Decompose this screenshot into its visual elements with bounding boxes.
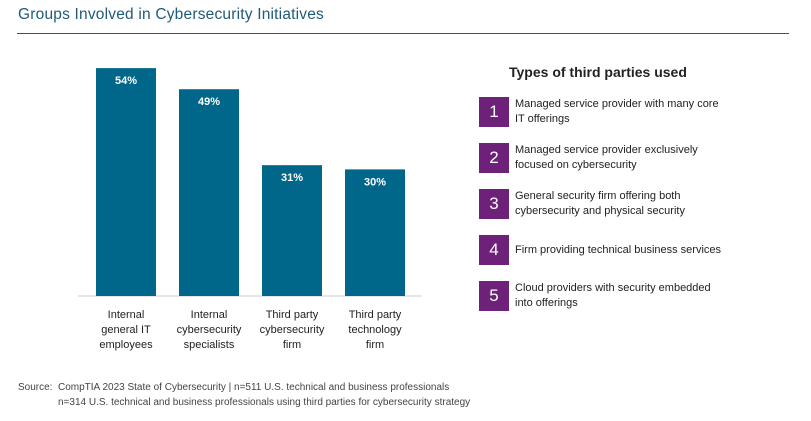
- source-label: Source:: [18, 382, 53, 393]
- legend-text: Firm providing technical business servic…: [515, 243, 722, 256]
- x-tick-label-line: firm: [365, 339, 385, 351]
- x-tick-label-line: general IT: [101, 324, 151, 336]
- data-label: 30%: [364, 176, 386, 188]
- legend-number: 2: [479, 143, 509, 173]
- x-tick-label-line: Internal: [107, 309, 145, 321]
- source-line-2: n=314 U.S. technical and business profes…: [58, 397, 471, 408]
- title-divider: [17, 33, 789, 34]
- legend-text: Managed service provider with many core …: [515, 98, 719, 125]
- legend-text: General security firm offering both cybe…: [515, 190, 685, 217]
- x-tick-label-line: firm: [282, 339, 302, 351]
- x-tick-label-line: technology: [348, 324, 402, 336]
- legend-title: Types of third parties used: [509, 64, 687, 80]
- x-tick-label: Third party technology firm: [330, 308, 420, 353]
- bar: [345, 169, 405, 296]
- x-tick-label: Third party cybersecurity firm: [247, 308, 337, 353]
- data-label: 54%: [115, 75, 137, 87]
- legend-item: 2 Managed service provider exclusively fo…: [479, 143, 725, 173]
- x-tick-label: Internal cybersecurity specialists: [164, 308, 254, 353]
- bar: [96, 68, 156, 297]
- x-tick-label-line: Internal: [190, 309, 228, 321]
- x-tick-label-line: cybersecurity: [176, 324, 242, 336]
- source-line-1: CompTIA 2023 State of Cybersecurity | n=…: [58, 382, 450, 393]
- x-tick-label-line: specialists: [183, 339, 235, 351]
- legend-number: 4: [479, 235, 509, 265]
- x-tick-label-line: Third party: [265, 309, 319, 321]
- bar: [262, 165, 322, 296]
- legend-item: 5 Cloud providers with security embedded …: [479, 281, 725, 311]
- legend-number: 3: [479, 189, 509, 219]
- data-label: 49%: [198, 96, 220, 108]
- bar: [179, 89, 239, 296]
- x-tick-label: Internal general IT employees: [81, 308, 171, 353]
- x-tick-label-line: Third party: [348, 309, 402, 321]
- legend-text: Cloud providers with security embedded i…: [515, 282, 711, 309]
- x-tick-label-line: cybersecurity: [259, 324, 325, 336]
- legend-number: 5: [479, 281, 509, 311]
- legend-number: 1: [479, 97, 509, 127]
- legend-item: 1 Managed service provider with many core…: [479, 97, 725, 127]
- data-label: 31%: [281, 172, 303, 184]
- x-tick-label-line: employees: [99, 339, 153, 351]
- legend-item: 4 Firm providing technical business servi…: [479, 235, 725, 265]
- legend-item: 3 General security firm offering both cyb…: [479, 189, 725, 219]
- legend-text: Managed service provider exclusively foc…: [515, 144, 698, 171]
- chart-title: Groups Involved in Cybersecurity Initiat…: [18, 6, 325, 23]
